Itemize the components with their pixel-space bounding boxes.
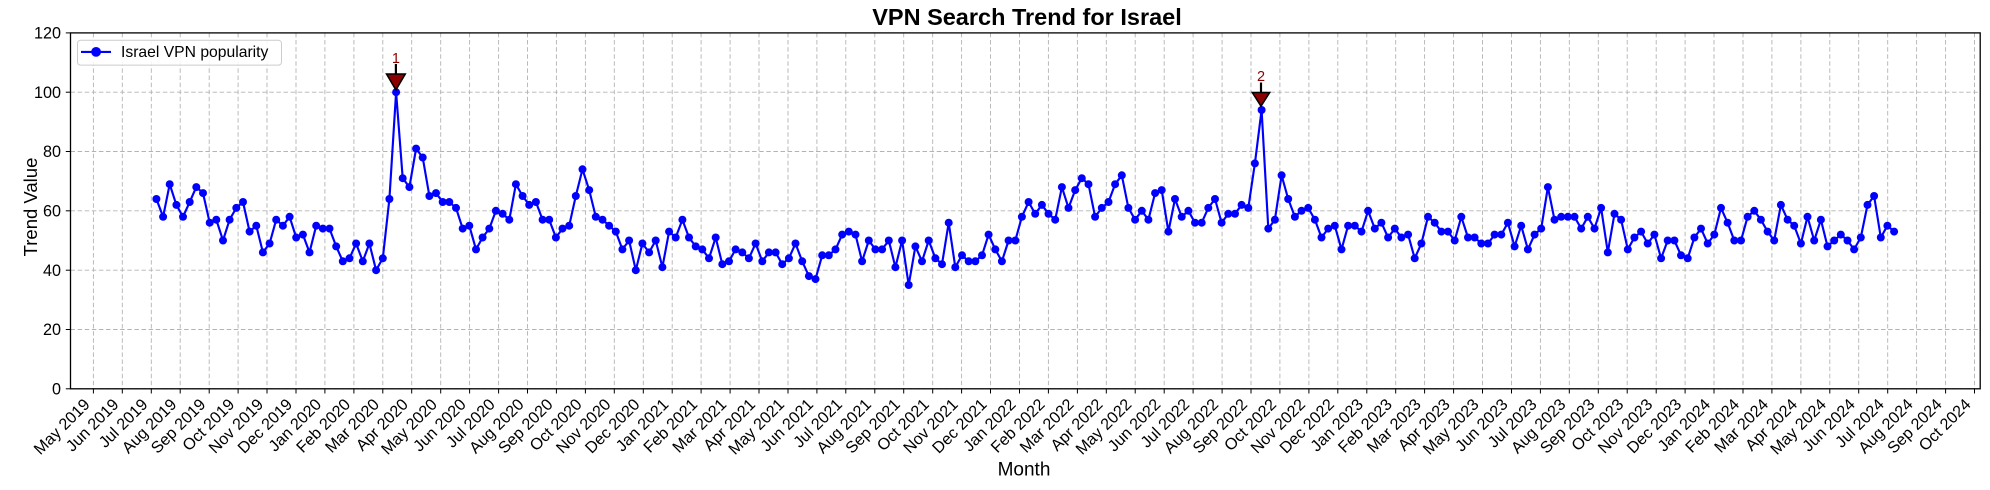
svg-text:80: 80: [43, 143, 61, 161]
svg-text:20: 20: [43, 321, 61, 339]
svg-text:60: 60: [43, 203, 61, 221]
svg-text:120: 120: [34, 25, 61, 43]
svg-text:100: 100: [34, 84, 61, 102]
svg-text:0: 0: [52, 381, 61, 399]
svg-text:1: 1: [392, 51, 400, 67]
svg-text:40: 40: [43, 262, 61, 280]
svg-text:2: 2: [1257, 69, 1265, 85]
svg-text:Trend Value: Trend Value: [20, 158, 41, 257]
svg-text:VPN Search Trend for Israel: VPN Search Trend for Israel: [872, 4, 1182, 30]
svg-text:Month: Month: [998, 460, 1051, 481]
svg-text:Israel VPN popularity: Israel VPN popularity: [121, 44, 269, 61]
